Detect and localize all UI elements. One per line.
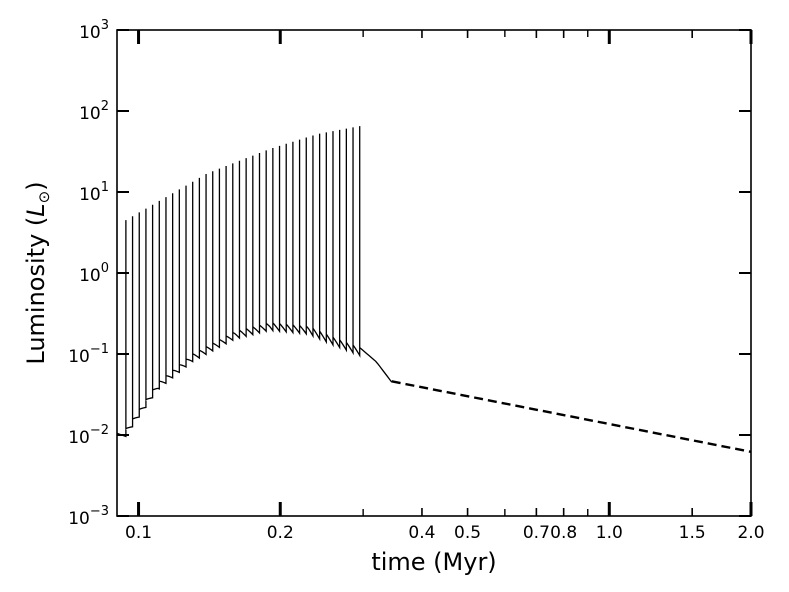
x-tick-label: 0.4	[408, 523, 435, 543]
y-axis-title-sub: ⊙	[35, 191, 53, 204]
y-tick-label: 101	[79, 180, 109, 205]
y-tick-label: 102	[79, 99, 109, 124]
x-tick-label: 1.5	[679, 523, 706, 543]
y-tick-label: 10−2	[68, 423, 109, 448]
ticks-layer: 0.1 0.2 0.4 0.5 0.7 0.8 1.0 1.5 2.0 10−3 10−2 10−1 1…	[68, 18, 764, 543]
y-axis-title-symbol: L	[22, 203, 50, 216]
x-tick-label: 0.5	[454, 523, 481, 543]
series-dashed-line	[391, 380, 752, 453]
data-layer	[116, 126, 752, 453]
series-solid-line	[116, 126, 393, 438]
x-tick-label: 0.7	[523, 523, 550, 543]
plot-frame	[116, 29, 752, 517]
y-axis-title-prefix: Luminosity (	[22, 217, 50, 365]
x-tick-label: 1.0	[596, 523, 623, 543]
x-tick-label: 0.1	[125, 523, 152, 543]
x-tick-label: 0.8	[550, 523, 577, 543]
y-axis-title: Luminosity (L⊙)	[22, 181, 53, 364]
x-axis-title: time (Myr)	[371, 548, 496, 576]
y-axis-title-suffix: )	[22, 181, 50, 190]
y-tick-label: 10−3	[68, 504, 109, 529]
x-tick-label: 2.0	[737, 523, 764, 543]
y-tick-label: 103	[79, 18, 109, 43]
y-tick-label: 10−1	[68, 342, 109, 367]
x-tick-label: 0.2	[267, 523, 294, 543]
y-tick-label: 100	[79, 261, 109, 286]
